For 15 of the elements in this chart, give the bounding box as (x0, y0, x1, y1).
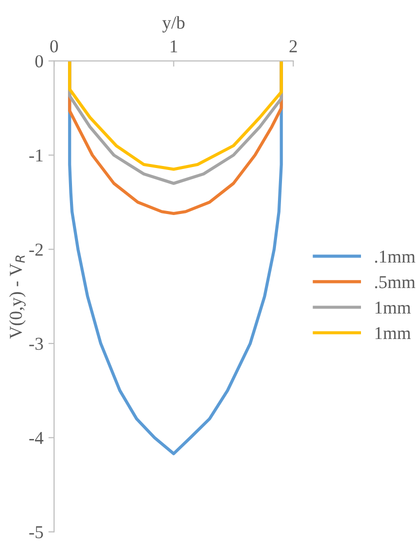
x-axis-title: y/b (162, 16, 185, 32)
y-tick-label: -5 (29, 526, 43, 538)
legend-label: 1mm (375, 302, 411, 314)
x-tick-label: 0 (50, 40, 58, 52)
y-tick-label: 0 (35, 55, 43, 68)
y-axis-title: V(0,y) - V$_{R}$ (9, 256, 26, 339)
x-tick-label: 1 (170, 40, 178, 52)
legend-label: .5mm (375, 276, 416, 288)
y-tick-label: -2 (29, 244, 43, 256)
legend-label: .1mm (375, 250, 416, 263)
legend-label: 1mm (375, 327, 411, 340)
y-tick-label: -3 (29, 338, 43, 350)
y-tick-label: -1 (29, 149, 43, 162)
y-tick-label: -4 (29, 432, 44, 444)
x-tick-label: 2 (290, 40, 297, 52)
